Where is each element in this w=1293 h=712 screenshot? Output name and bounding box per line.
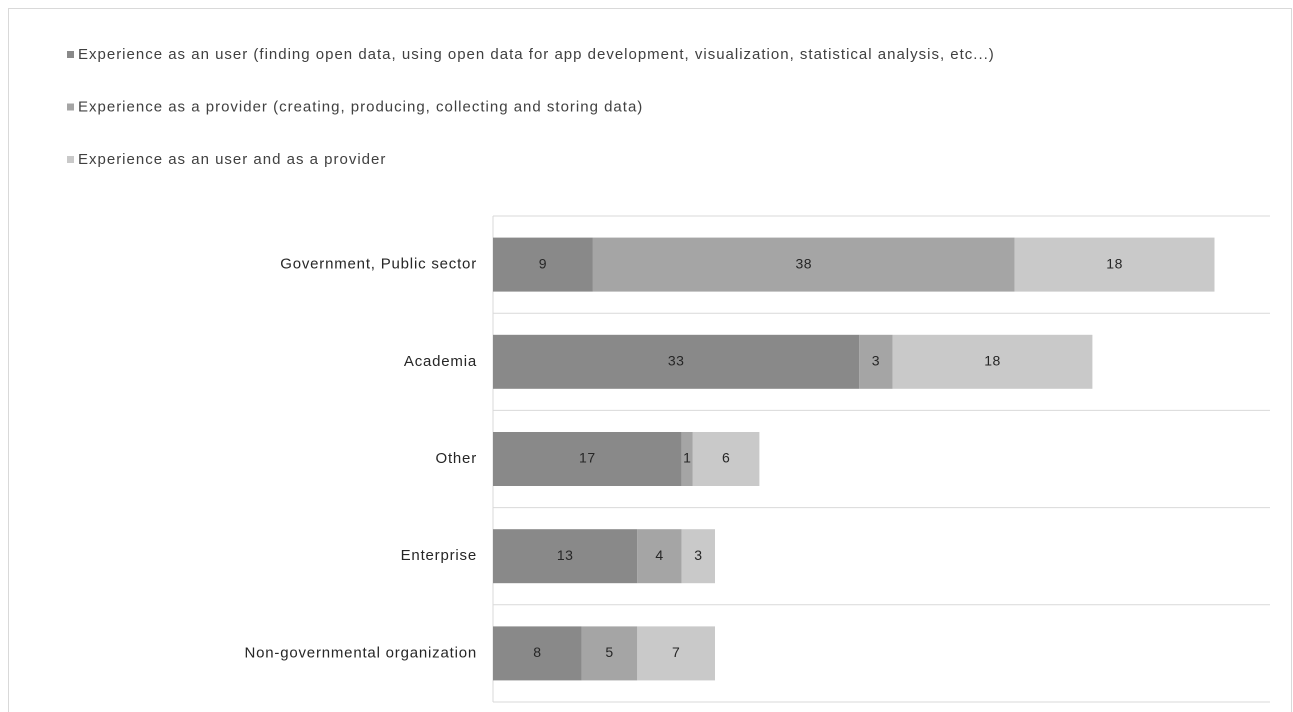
- legend-swatch: [67, 103, 74, 111]
- bar-segment: [493, 237, 593, 292]
- bar-segment: [892, 334, 1093, 389]
- legend-label: Experience as a provider (creating, prod…: [78, 98, 643, 115]
- bar-segment: [493, 432, 682, 486]
- category-label: Government, Public sector: [280, 256, 477, 273]
- data-label: 8: [533, 644, 541, 660]
- data-label: 1: [683, 450, 691, 466]
- bar-segment: [681, 529, 715, 584]
- bar-segment: [493, 529, 638, 584]
- data-label: 3: [694, 547, 702, 563]
- legend-swatch: [67, 156, 74, 163]
- data-label: 9: [539, 255, 547, 271]
- data-label: 7: [672, 644, 680, 660]
- legend-swatch: [67, 51, 74, 58]
- data-label: 13: [557, 547, 574, 563]
- bar-segment: [681, 432, 693, 486]
- data-label: 33: [668, 353, 685, 369]
- data-label: 18: [984, 353, 1001, 369]
- bar-segment: [692, 432, 760, 486]
- data-label: 18: [1106, 255, 1123, 271]
- data-label: 17: [579, 450, 596, 466]
- bar-segment: [1014, 237, 1215, 292]
- data-label: 3: [872, 353, 880, 369]
- category-label: Other: [435, 450, 477, 467]
- bar-segment: [637, 626, 715, 681]
- bar-segment: [859, 334, 893, 389]
- bar-segment: [581, 626, 638, 681]
- category-label: Enterprise: [401, 547, 477, 564]
- legend-label: Experience as an user and as a provider: [78, 151, 386, 168]
- category-label: Academia: [404, 353, 477, 370]
- category-label: Non-governmental organization: [245, 644, 478, 661]
- data-label: 5: [605, 644, 613, 660]
- legend-label: Experience as an user (finding open data…: [78, 46, 995, 63]
- data-label: 6: [722, 450, 730, 466]
- bar-segment: [493, 334, 860, 389]
- bar-segment: [592, 237, 1015, 292]
- data-label: 38: [796, 255, 813, 271]
- bar-segment: [493, 626, 582, 681]
- bar-segment: [637, 529, 682, 584]
- data-label: 4: [655, 547, 663, 563]
